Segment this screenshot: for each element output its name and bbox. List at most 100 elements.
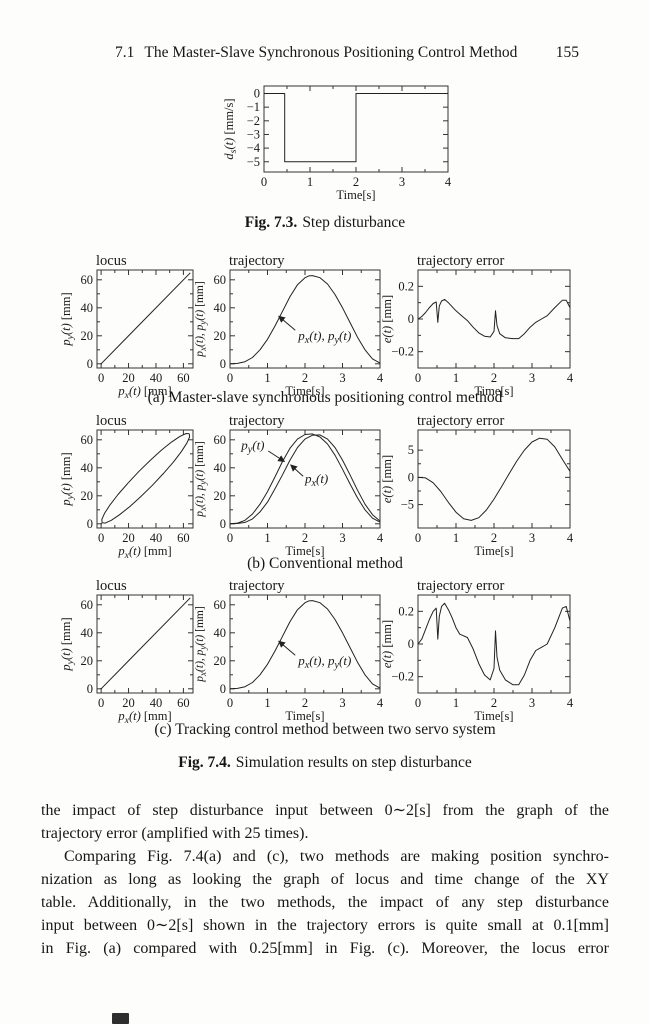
y-tick-label: 0 [220,682,226,696]
x-tick-label: 60 [177,696,190,710]
x-tick-label: 2 [302,531,308,545]
x-tick-label: 1 [264,371,270,385]
plot-title: locus [96,579,127,594]
x-tick-label: 3 [339,696,345,710]
plot-frame [417,429,571,529]
a-locus-plot: 0 20 40 60 0 20 40 60 locus px(t) [mm] py(t) [mm] [58,253,198,401]
x-tick-label: 20 [122,531,134,545]
x-tick-label: 3 [529,696,535,710]
body-line: input between 0∼2[s] shown in the trajec… [41,917,609,934]
x-axis-label: px(t) [mm] [117,544,171,558]
x-tick-label: 1 [453,531,459,545]
section-heading: 7.1 The Master-Slave Synchronous Position… [115,44,517,62]
c-trajectory-error-plot: 0 1 2 3 4 0.2 0 −0.2 trajectory error Time[s] e(t)… [380,578,576,723]
subcaption-a: (a) Master-slave synchronous positioning… [147,389,503,406]
annotation-label: py(t) [240,438,264,456]
body-line: the impact of step disturbance input bet… [41,802,609,819]
series-e(t) [417,437,571,521]
x-tick-label: 2 [491,531,497,545]
y-tick-label: 40 [214,626,227,640]
annotation-label: px(t) [304,471,328,489]
y-tick-label: 60 [81,433,94,447]
annotation-label: px(t), py(t) [297,328,351,346]
plot-frame [96,269,194,369]
b-trajectory-plot: 0 1 2 3 4 0 20 40 60 trajectory Time[s] px(t), py(t… [192,413,388,558]
x-axis-label: px(t) [mm] [117,709,171,723]
series-d_s(t) [264,93,448,163]
x-tick-label: 4 [377,531,384,545]
body-line: table. Additionally, in the two methods,… [41,894,609,911]
x-tick-label: 20 [122,371,134,385]
x-tick-label: 1 [453,371,459,385]
x-axis-label: Time[s] [285,709,324,723]
scan-artifact [112,1013,129,1024]
y-axis-label: py(t) [mm] [59,292,76,346]
x-tick-label: 3 [399,175,405,189]
y-axis-label: px(t), py(t) [mm] [194,441,208,517]
series-p_y(t) [229,433,381,525]
y-tick-label: 40 [214,301,227,315]
plot-frame [96,594,194,694]
fig73-caption: Fig. 7.3. Step disturbance [40,214,610,232]
y-tick-label: 60 [81,598,94,612]
y-tick-label: 20 [81,329,94,343]
fig73-caption-label: Fig. 7.3. [244,214,298,231]
x-tick-label: 4 [567,371,574,385]
x-tick-label: 1 [264,696,270,710]
y-tick-label: −5 [401,498,414,512]
series-locus [100,597,191,690]
a-trajectory-plot: 0 1 2 3 4 0 20 40 60 trajectory Time[s] px(t), py(t… [192,253,388,398]
y-axis-label: e(t) [mm] [380,620,394,668]
annotation-arrow [290,464,304,477]
annotation-arrow [267,450,286,462]
series-p_x(t), p_y(t) [229,600,381,690]
body-text: the impact of step disturbance input bet… [41,799,609,960]
x-tick-label: 0 [227,696,233,710]
x-tick-label: 2 [491,371,497,385]
series-locus [100,272,191,365]
plot-title: trajectory [229,579,285,594]
running-head: 7.1 The Master-Slave Synchronous Position… [115,44,579,62]
annotation-arrow [278,315,296,331]
fig73-step-disturbance-plot: 0 1 2 3 4 0 −1 −2 −3 −4 −5 Time[s] ds(t) [mm/s] [218,78,458,210]
body-line: nization as long as looking the graph of… [41,871,609,888]
plot-frame [229,269,381,369]
y-tick-label: 0 [87,517,93,531]
y-tick-label: 40 [81,301,94,315]
x-tick-label: 0 [415,696,421,710]
subcaption-c: (c) Tracking control method between two … [154,721,496,738]
y-tick-label: −5 [247,155,260,169]
y-tick-label: −3 [247,127,260,141]
y-tick-label: 60 [214,598,227,612]
x-tick-label: 40 [150,696,163,710]
y-tick-label: 0 [87,682,93,696]
x-axis-label: Time[s] [285,544,324,558]
y-tick-label: 5 [408,443,414,457]
x-tick-label: 0 [227,371,233,385]
x-tick-label: 0 [98,531,104,545]
y-axis-label: ds(t) [mm/s] [222,98,239,159]
series-p_x(t) [229,434,381,525]
y-tick-label: 20 [214,654,227,668]
x-tick-label: 0 [98,371,104,385]
y-tick-label: 20 [214,329,227,343]
plot-title: locus [96,254,127,269]
y-tick-label: 0 [408,637,414,651]
y-axis-label: e(t) [mm] [380,295,394,343]
y-tick-label: 0.2 [398,279,414,293]
x-tick-label: 4 [377,371,384,385]
subcaption-b: (b) Conventional method [247,555,403,572]
x-tick-label: 2 [491,696,497,710]
y-tick-label: 20 [81,489,94,503]
series-e(t) [417,298,571,340]
fig74-caption-text: Simulation results on step disturbance [235,754,472,771]
x-tick-label: 40 [150,371,163,385]
x-tick-label: 0 [227,531,233,545]
c-trajectory-plot: 0 1 2 3 4 0 20 40 60 trajectory Time[s] px(t), py(t… [192,578,388,723]
x-tick-label: 0 [415,531,421,545]
